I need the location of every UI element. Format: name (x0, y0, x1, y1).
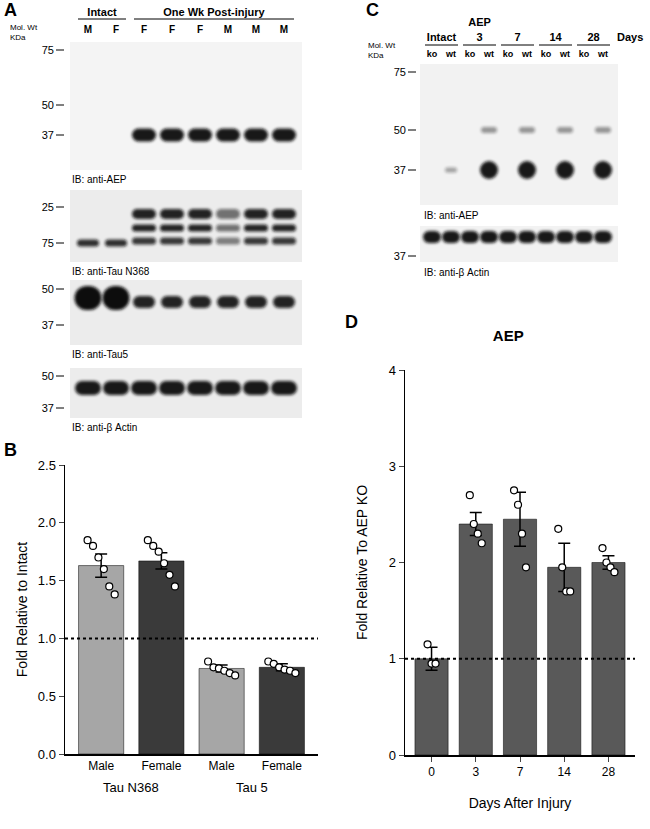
svg-text:3: 3 (476, 31, 482, 43)
svg-text:37: 37 (42, 319, 54, 331)
svg-text:C: C (366, 0, 379, 20)
svg-text:wt: wt (559, 49, 570, 59)
svg-text:AEP: AEP (493, 327, 524, 344)
svg-text:Days After Injury: Days After Injury (469, 795, 572, 811)
svg-text:Female: Female (262, 759, 302, 773)
html-text:D: D (345, 312, 358, 332)
svg-text:37: 37 (394, 250, 406, 262)
svg-text:14: 14 (558, 765, 572, 779)
svg-text:IB: anti-β Actin: IB: anti-β Actin (72, 422, 137, 433)
svg-text:0: 0 (389, 748, 396, 763)
svg-text:Intact: Intact (87, 6, 117, 18)
svg-text:F: F (141, 24, 147, 35)
svg-text:F: F (113, 24, 119, 35)
svg-text:wt: wt (521, 49, 532, 59)
svg-text:wt: wt (597, 49, 608, 59)
svg-text:ko: ko (503, 49, 514, 59)
svg-text:50: 50 (394, 124, 406, 136)
svg-text:IB: anti-AEP: IB: anti-AEP (72, 174, 127, 185)
html-text:B: B (4, 440, 17, 460)
svg-text:75: 75 (394, 66, 406, 78)
svg-text:2.0: 2.0 (38, 515, 56, 530)
svg-text:ko: ko (541, 49, 552, 59)
svg-text:IB: anti-AEP: IB: anti-AEP (424, 210, 479, 221)
svg-text:IB: anti-Tau5: IB: anti-Tau5 (72, 349, 129, 360)
svg-text:0.5: 0.5 (38, 689, 56, 704)
svg-text:28: 28 (587, 31, 599, 43)
svg-text:Fold Relative to Intact: Fold Relative to Intact (14, 542, 30, 678)
svg-text:Mol. Wt: Mol. Wt (368, 41, 396, 50)
svg-text:KDa: KDa (368, 51, 384, 60)
svg-text:7: 7 (517, 765, 524, 779)
svg-text:Tau 5: Tau 5 (236, 780, 268, 795)
svg-text:1.5: 1.5 (38, 573, 56, 588)
svg-text:wt: wt (483, 49, 494, 59)
svg-text:AEP: AEP (468, 16, 491, 28)
svg-text:ko: ko (579, 49, 590, 59)
svg-text:37: 37 (394, 164, 406, 176)
svg-text:2: 2 (389, 555, 396, 570)
svg-text:Intact: Intact (427, 31, 457, 43)
svg-text:4: 4 (389, 363, 396, 378)
svg-text:50: 50 (42, 370, 54, 382)
svg-text:F: F (169, 24, 175, 35)
svg-text:25: 25 (42, 201, 54, 213)
svg-text:Mol. Wt: Mol. Wt (10, 23, 38, 32)
svg-text:F: F (197, 24, 203, 35)
svg-text:28: 28 (602, 765, 616, 779)
svg-text:A: A (4, 0, 17, 20)
svg-text:37: 37 (42, 402, 54, 414)
svg-text:14: 14 (549, 31, 562, 43)
svg-text:0: 0 (428, 765, 435, 779)
svg-text:75: 75 (42, 237, 54, 249)
svg-text:Tau N368: Tau N368 (103, 780, 159, 795)
svg-text:Male: Male (209, 759, 235, 773)
svg-text:M: M (84, 24, 92, 35)
svg-text:2.5: 2.5 (38, 458, 56, 473)
svg-text:ko: ko (427, 49, 438, 59)
svg-text:1.0: 1.0 (38, 631, 56, 646)
svg-text:M: M (280, 24, 288, 35)
svg-text:M: M (252, 24, 260, 35)
svg-text:IB: anti-β Actin: IB: anti-β Actin (424, 267, 489, 278)
svg-text:One Wk Post-injury: One Wk Post-injury (163, 6, 265, 18)
svg-text:7: 7 (514, 31, 520, 43)
svg-text:50: 50 (42, 283, 54, 295)
svg-text:3: 3 (389, 459, 396, 474)
svg-text:Fold Relative To AEP KO: Fold Relative To AEP KO (354, 485, 370, 640)
svg-text:1: 1 (389, 651, 396, 666)
svg-text:wt: wt (445, 49, 456, 59)
svg-text:75: 75 (42, 44, 54, 56)
svg-text:KDa: KDa (10, 33, 26, 42)
svg-text:50: 50 (42, 99, 54, 111)
svg-text:Male: Male (88, 759, 114, 773)
svg-text:Days: Days (617, 31, 643, 43)
svg-text:3: 3 (472, 765, 479, 779)
svg-text:0.0: 0.0 (38, 747, 56, 762)
svg-text:37: 37 (42, 129, 54, 141)
svg-text:ko: ko (465, 49, 476, 59)
svg-text:IB: anti-Tau N368: IB: anti-Tau N368 (72, 266, 150, 277)
svg-text:M: M (224, 24, 232, 35)
svg-text:Female: Female (141, 759, 181, 773)
